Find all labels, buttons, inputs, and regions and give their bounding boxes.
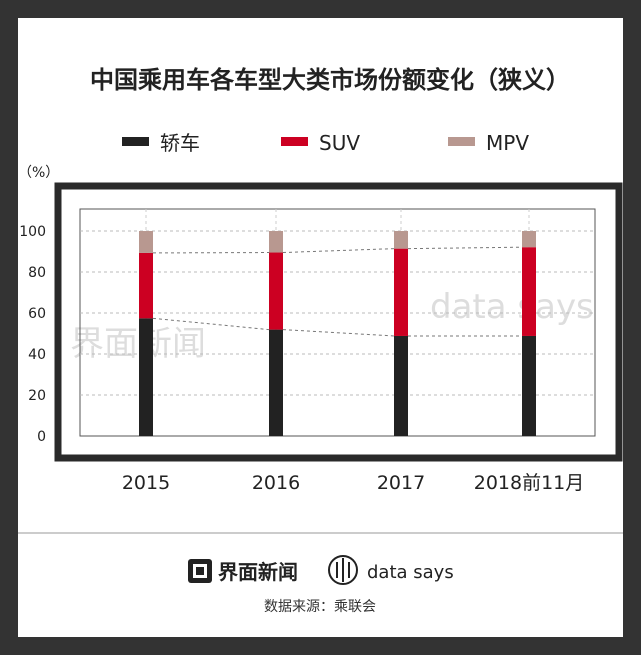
legend: 轿车 SUV MPV [122, 131, 529, 155]
x-tick-0: 2015 [122, 472, 170, 494]
bar-MPV-2018前11月 [522, 231, 536, 248]
x-tick-3: 2018前11月 [474, 472, 585, 494]
bar-轿车-2016 [269, 329, 283, 436]
bar-轿车-2018前11月 [522, 335, 536, 436]
bar-MPV-2015 [139, 231, 153, 253]
connector-0-0 [152, 317, 270, 331]
bar-SUV-2016 [269, 252, 283, 330]
bar-MPV-2016 [269, 231, 283, 253]
bar-MPV-2017 [394, 231, 408, 249]
datasays-logo-icon [328, 555, 358, 585]
connector-1-2 [407, 246, 523, 250]
y-unit-label: （%） [18, 165, 59, 181]
footer-brand-jiemian: 界面新闻 [218, 560, 298, 584]
plot-border [54, 182, 623, 462]
legend-label-0: 轿车 [160, 131, 200, 155]
x-tick-2: 2017 [377, 472, 425, 494]
legend-swatch-1 [281, 137, 308, 146]
y-tick-60: 60 [28, 306, 46, 322]
y-tick-40: 40 [28, 347, 46, 363]
bar-SUV-2017 [394, 248, 408, 336]
y-tick-0: 0 [37, 429, 46, 445]
legend-swatch-0 [122, 137, 149, 146]
connector-1-1 [282, 248, 395, 254]
data-source: 数据来源：乘联会 [264, 599, 376, 615]
x-axis-ticks: 2015 2016 2017 2018前11月 [122, 472, 584, 494]
watermark-left: 界面新闻 [70, 324, 206, 364]
y-axis-ticks: 0 20 40 60 80 100 [19, 224, 46, 445]
jiemian-logo-icon [188, 559, 212, 583]
legend-label-1: SUV [319, 131, 360, 155]
connector-0-1 [282, 329, 395, 337]
legend-label-2: MPV [486, 131, 529, 155]
y-tick-20: 20 [28, 388, 46, 404]
y-tick-80: 80 [28, 265, 46, 281]
bar-轿车-2017 [394, 335, 408, 436]
bars [139, 231, 536, 436]
watermark-right: data says [430, 287, 594, 327]
plot-area [79, 208, 596, 437]
legend-swatch-2 [448, 137, 475, 146]
footer-brand-datasays: data says [367, 562, 454, 583]
y-tick-100: 100 [19, 224, 46, 240]
bar-SUV-2015 [139, 252, 153, 319]
chart-title: 中国乘用车各车型大类市场份额变化（狭义） [90, 66, 570, 94]
x-tick-1: 2016 [252, 472, 300, 494]
bar-轿车-2015 [139, 318, 153, 436]
connector-lines [152, 246, 523, 337]
bar-SUV-2018前11月 [522, 247, 536, 336]
